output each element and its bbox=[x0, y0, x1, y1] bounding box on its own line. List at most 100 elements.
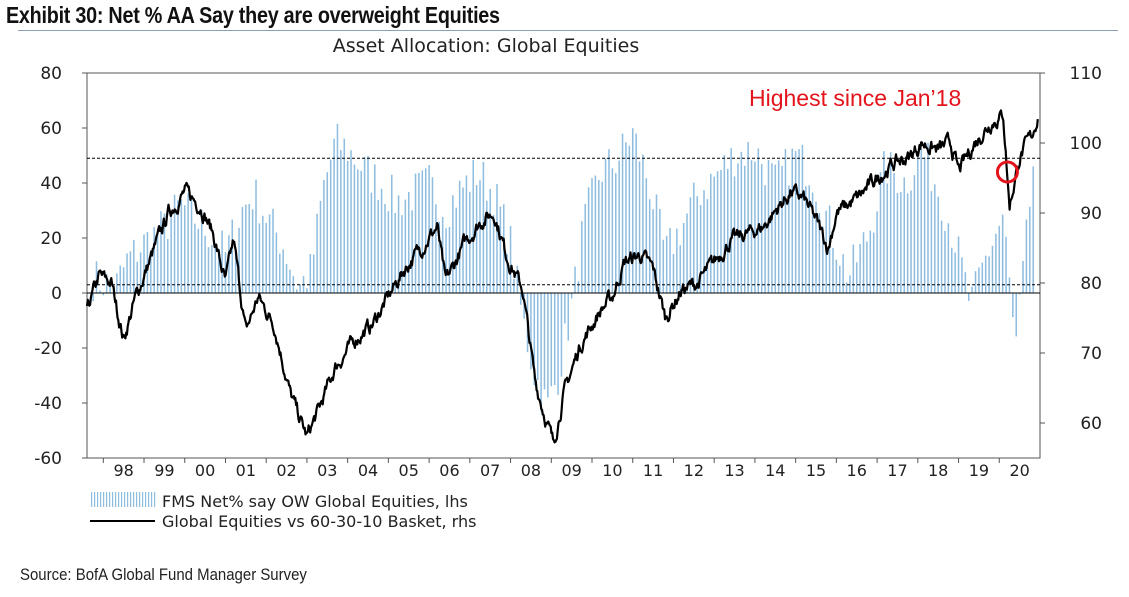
legend-swatch-bar bbox=[133, 492, 135, 507]
fms-bar bbox=[119, 265, 122, 293]
fms-bar bbox=[279, 253, 281, 293]
plot-frame bbox=[86, 72, 1041, 459]
fms-bar bbox=[604, 158, 607, 293]
fms-bar bbox=[357, 169, 359, 293]
fms-bar bbox=[910, 190, 912, 293]
fms-bar bbox=[798, 149, 800, 293]
fms-bar bbox=[608, 149, 610, 293]
fms-bar bbox=[903, 177, 906, 293]
fms-bar bbox=[177, 200, 179, 293]
fms-bar bbox=[584, 203, 586, 293]
fms-bar bbox=[160, 211, 162, 293]
left-axis: 80 60 40 20 0 -20 -40 -60 bbox=[34, 64, 87, 469]
fms-bar bbox=[635, 133, 637, 293]
fms-bar bbox=[659, 208, 661, 293]
fms-bar bbox=[116, 273, 118, 293]
fms-bar bbox=[638, 161, 641, 293]
annotation-highest: Highest since Jan’18 bbox=[749, 85, 961, 111]
fms-bar bbox=[934, 184, 936, 293]
fms-bar bbox=[329, 159, 332, 293]
fms-bar bbox=[669, 228, 671, 293]
fms-bar bbox=[869, 230, 872, 293]
fms-bar bbox=[516, 265, 519, 293]
fms-bar bbox=[964, 272, 967, 293]
fms-bar bbox=[309, 254, 312, 293]
fms-bar bbox=[557, 293, 559, 395]
fms-bar bbox=[906, 193, 909, 293]
fms-bar bbox=[940, 220, 943, 293]
fms-bar bbox=[811, 192, 814, 293]
fms-bar bbox=[506, 254, 508, 293]
fms-bar bbox=[706, 199, 709, 293]
fms-bar bbox=[533, 293, 536, 386]
fms-bar bbox=[665, 235, 668, 293]
fms-bar bbox=[435, 204, 437, 293]
highlight-circle-marker bbox=[995, 160, 1019, 184]
fms-bar bbox=[937, 196, 939, 293]
fms-bar bbox=[998, 225, 1001, 293]
fms-bar bbox=[401, 215, 403, 293]
x-tick-label: 04 bbox=[358, 461, 378, 480]
fms-bar bbox=[255, 179, 257, 293]
fms-bar bbox=[319, 200, 322, 293]
fms-bar bbox=[173, 194, 176, 293]
fms-bar bbox=[95, 261, 98, 293]
x-tick-label: 07 bbox=[480, 461, 500, 480]
fms-bar bbox=[961, 257, 963, 293]
fms-bar bbox=[156, 233, 159, 293]
x-tick-label: 15 bbox=[806, 461, 826, 480]
title-rule bbox=[18, 30, 1118, 31]
fms-bar bbox=[618, 160, 620, 293]
left-tick-label: 80 bbox=[40, 64, 62, 84]
fms-bar bbox=[615, 173, 617, 293]
fms-bar bbox=[1029, 206, 1031, 293]
fms-bar bbox=[872, 232, 875, 293]
fms-bar bbox=[228, 235, 230, 293]
fms-bar bbox=[418, 172, 420, 293]
x-tick-label: 05 bbox=[399, 461, 419, 480]
fms-bar bbox=[900, 191, 902, 293]
fms-bar bbox=[625, 142, 627, 293]
fms-bar bbox=[204, 235, 206, 293]
fms-bar bbox=[672, 253, 675, 293]
fms-bar bbox=[452, 195, 454, 293]
fms-bar bbox=[978, 267, 980, 293]
fms-bar bbox=[581, 221, 583, 293]
fms-bar bbox=[407, 191, 410, 293]
fms-bar bbox=[818, 212, 821, 293]
fms-bar bbox=[842, 254, 844, 293]
legend: FMS Net% say OW Global Equities, lhs Glo… bbox=[90, 492, 476, 531]
right-tick-label: 100 bbox=[1070, 134, 1102, 154]
left-tick-label: 20 bbox=[40, 229, 62, 249]
fms-bar bbox=[1012, 293, 1014, 318]
fms-bar bbox=[190, 196, 193, 293]
fms-bar bbox=[262, 215, 264, 293]
fms-bar bbox=[679, 245, 682, 293]
fms-bar bbox=[200, 210, 203, 293]
fms-bar bbox=[564, 293, 566, 324]
fms-bar bbox=[394, 212, 396, 293]
reference-lines bbox=[87, 157, 1040, 294]
x-tick-label: 01 bbox=[236, 461, 256, 480]
fms-bar bbox=[105, 273, 108, 293]
fms-bar bbox=[1022, 261, 1024, 293]
x-tick-label: 19 bbox=[969, 461, 989, 480]
fms-bar bbox=[808, 185, 810, 293]
fms-bar bbox=[784, 149, 787, 293]
legend-swatch-bar bbox=[115, 492, 117, 507]
plot-area-border bbox=[86, 72, 1041, 459]
fms-bar bbox=[414, 173, 417, 293]
fms-bar bbox=[265, 222, 267, 293]
x-tick-label: 10 bbox=[602, 461, 622, 480]
x-tick-label: 16 bbox=[847, 461, 867, 480]
x-tick-label: 18 bbox=[928, 461, 948, 480]
right-tick-label: 80 bbox=[1080, 274, 1102, 294]
fms-bar bbox=[509, 225, 512, 293]
fms-bar bbox=[167, 239, 169, 293]
fms-bar bbox=[740, 151, 743, 293]
fms-bar bbox=[676, 228, 678, 293]
fms-bar bbox=[689, 197, 692, 293]
fms-bar bbox=[282, 249, 284, 293]
fms-bar bbox=[601, 181, 603, 293]
fms-bar bbox=[336, 123, 339, 293]
